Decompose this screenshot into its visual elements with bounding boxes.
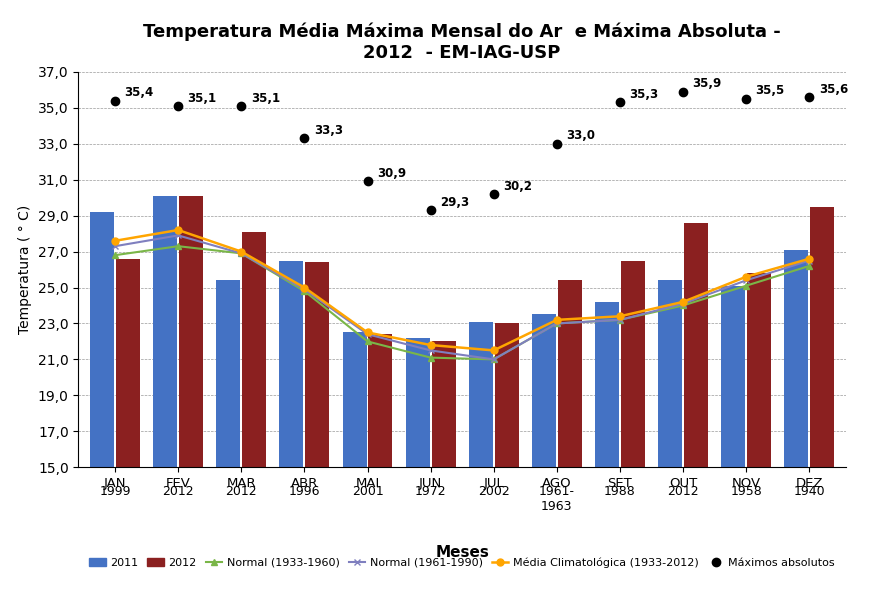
- Média Climatológica (1933-2012): [552, 316, 562, 323]
- Normal (1961-1990): [362, 331, 372, 338]
- Bar: [179, 196, 203, 467]
- Bar: [305, 262, 330, 467]
- Bar: [116, 259, 140, 467]
- Normal (1961-1990): [678, 300, 688, 307]
- Média Climatológica (1933-2012): [615, 313, 625, 320]
- Normal (1933-1960): [678, 302, 688, 309]
- Normal (1933-1960): [552, 320, 562, 327]
- Text: 1961-
1963: 1961- 1963: [539, 485, 575, 513]
- Bar: [747, 273, 771, 467]
- Line: Normal (1961-1990): Normal (1961-1990): [112, 232, 813, 363]
- Normal (1961-1990): [804, 257, 814, 264]
- Bar: [369, 334, 392, 467]
- Bar: [658, 280, 682, 467]
- Text: 2012: 2012: [667, 485, 698, 498]
- Normal (1961-1990): [741, 277, 752, 284]
- Normal (1933-1960): [299, 288, 310, 295]
- Line: Normal (1933-1960): Normal (1933-1960): [112, 243, 813, 363]
- Normal (1961-1990): [552, 320, 562, 327]
- Bar: [153, 196, 177, 467]
- Média Climatológica (1933-2012): [299, 284, 310, 291]
- Text: 33,0: 33,0: [566, 129, 596, 143]
- Text: 2012: 2012: [162, 485, 194, 498]
- Text: 35,6: 35,6: [819, 83, 848, 96]
- Bar: [469, 322, 493, 467]
- Média Climatológica (1933-2012): [678, 298, 688, 305]
- Text: 2002: 2002: [478, 485, 509, 498]
- Média Climatológica (1933-2012): [426, 341, 436, 349]
- Normal (1933-1960): [741, 282, 752, 289]
- Bar: [279, 261, 303, 467]
- Média Climatológica (1933-2012): [741, 273, 752, 280]
- Bar: [432, 341, 455, 467]
- Line: Média Climatológica (1933-2012): Média Climatológica (1933-2012): [112, 226, 813, 354]
- Normal (1961-1990): [299, 286, 310, 293]
- Normal (1933-1960): [173, 243, 183, 250]
- Normal (1961-1990): [488, 356, 499, 363]
- Text: 35,9: 35,9: [692, 77, 722, 90]
- Text: 1972: 1972: [415, 485, 446, 498]
- Normal (1933-1960): [426, 354, 436, 361]
- Text: 1958: 1958: [730, 485, 762, 498]
- Média Climatológica (1933-2012): [362, 329, 372, 336]
- Text: 1999: 1999: [99, 485, 131, 498]
- Text: 1988: 1988: [604, 485, 636, 498]
- Normal (1961-1990): [236, 250, 247, 257]
- Y-axis label: Temperatura ( ° C): Temperatura ( ° C): [18, 205, 32, 334]
- Normal (1933-1960): [362, 338, 372, 345]
- Bar: [621, 261, 645, 467]
- Normal (1961-1990): [426, 347, 436, 354]
- Text: 2012: 2012: [226, 485, 257, 498]
- Text: 35,4: 35,4: [125, 86, 153, 99]
- Bar: [532, 314, 555, 467]
- Bar: [343, 332, 366, 467]
- Text: 35,1: 35,1: [251, 92, 280, 105]
- Text: 29,3: 29,3: [440, 196, 469, 209]
- Text: 30,2: 30,2: [503, 180, 532, 193]
- Normal (1933-1960): [236, 250, 247, 257]
- Text: 33,3: 33,3: [314, 124, 343, 137]
- X-axis label: Meses: Meses: [435, 546, 489, 561]
- Bar: [90, 212, 114, 467]
- Bar: [216, 280, 241, 467]
- Text: 1996: 1996: [289, 485, 320, 498]
- Bar: [405, 338, 430, 467]
- Média Climatológica (1933-2012): [173, 226, 183, 234]
- Text: 35,5: 35,5: [756, 84, 785, 98]
- Text: 1940: 1940: [794, 485, 825, 498]
- Bar: [684, 223, 708, 467]
- Bar: [558, 280, 582, 467]
- Bar: [595, 302, 619, 467]
- Normal (1933-1960): [110, 252, 120, 259]
- Bar: [784, 250, 808, 467]
- Média Climatológica (1933-2012): [488, 347, 499, 354]
- Normal (1961-1990): [173, 232, 183, 239]
- Text: 35,3: 35,3: [630, 88, 658, 101]
- Normal (1933-1960): [804, 262, 814, 270]
- Bar: [494, 323, 519, 467]
- Text: 35,1: 35,1: [187, 92, 217, 105]
- Bar: [721, 286, 746, 467]
- Text: 2001: 2001: [351, 485, 384, 498]
- Legend: 2011, 2012, Normal (1933-1960), Normal (1961-1990), Média Climatológica (1933-20: 2011, 2012, Normal (1933-1960), Normal (…: [85, 553, 840, 573]
- Normal (1933-1960): [615, 316, 625, 323]
- Bar: [810, 207, 835, 467]
- Média Climatológica (1933-2012): [236, 248, 247, 255]
- Text: 30,9: 30,9: [377, 167, 406, 180]
- Média Climatológica (1933-2012): [804, 255, 814, 262]
- Média Climatológica (1933-2012): [110, 237, 120, 244]
- Normal (1961-1990): [110, 243, 120, 250]
- Normal (1933-1960): [488, 356, 499, 363]
- Bar: [242, 232, 266, 467]
- Normal (1961-1990): [615, 316, 625, 323]
- Title: Temperatura Média Máxima Mensal do Ar  e Máxima Absoluta -
2012  - EM-IAG-USP: Temperatura Média Máxima Mensal do Ar e …: [143, 23, 781, 62]
